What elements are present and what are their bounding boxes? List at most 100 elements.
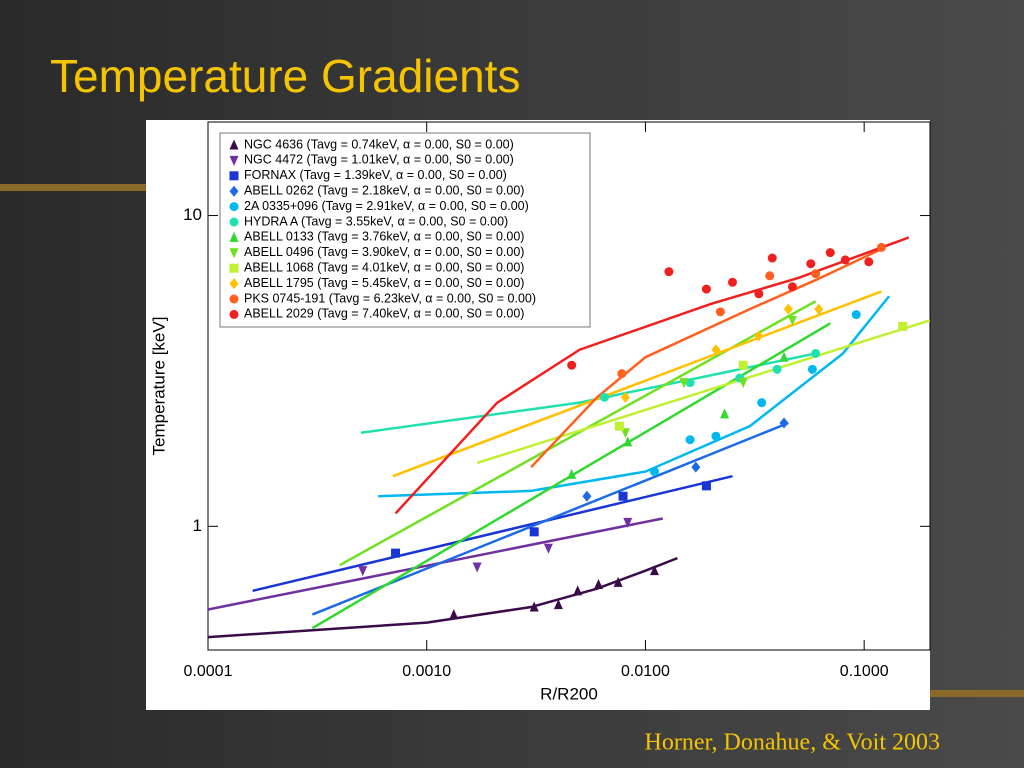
point (600, 392, 610, 402)
point (701, 284, 711, 294)
point (727, 277, 737, 287)
point (779, 417, 789, 429)
y-axis-label: Temperature [keV] (149, 317, 168, 456)
legend-label: NGC 4636 (Tavg = 0.74keV, α = 0.00, S0 =… (244, 137, 514, 151)
fit-line (476, 319, 930, 465)
x-tick-label: 0.1000 (840, 663, 889, 680)
legend-label: HYDRA A (Tavg = 3.55keV, α = 0.00, S0 = … (244, 214, 508, 228)
citation: Horner, Donahue, & Voit 2003 (645, 730, 940, 756)
point (840, 255, 850, 265)
point (767, 253, 777, 263)
legend-label: PKS 0745-191 (Tavg = 6.23keV, α = 0.00, … (244, 291, 536, 305)
legend-marker (229, 294, 239, 304)
point (449, 609, 459, 620)
y-tick-label: 1 (193, 516, 202, 535)
fit-line (530, 247, 883, 469)
legend-label: NGC 4472 (Tavg = 1.01keV, α = 0.00, S0 =… (244, 153, 514, 167)
point (567, 468, 577, 479)
point (613, 576, 623, 587)
point (358, 566, 368, 577)
point (679, 378, 689, 389)
legend-marker (229, 231, 239, 242)
point (876, 242, 886, 252)
legend-marker (229, 171, 239, 181)
point (620, 428, 630, 439)
point (814, 303, 824, 315)
point (783, 303, 793, 315)
points (358, 242, 908, 620)
y-tick-label: 10 (183, 205, 202, 224)
point (806, 259, 816, 269)
point (851, 310, 861, 320)
point (787, 282, 797, 292)
legend-label: FORNAX (Tavg = 1.39keV, α = 0.00, S0 = 0… (244, 168, 507, 182)
legend-marker (229, 202, 239, 212)
decor-bar (0, 184, 146, 191)
point (898, 321, 908, 331)
plot-frame (207, 121, 931, 651)
point (623, 517, 633, 528)
slide-title: Temperature Gradients (50, 50, 520, 102)
point (701, 481, 711, 491)
x-axis-label: R/R200 (540, 684, 598, 703)
point (553, 599, 563, 610)
point (620, 391, 630, 403)
point (593, 578, 603, 589)
x-tick-label: 0.0001 (184, 663, 233, 680)
point (811, 348, 821, 358)
point (649, 565, 659, 576)
point (811, 269, 821, 279)
legend-label: ABELL 0262 (Tavg = 2.18keV, α = 0.00, S0… (244, 183, 524, 197)
point (567, 360, 577, 370)
legend-marker (229, 309, 239, 319)
point (623, 436, 633, 447)
legend-marker (229, 263, 239, 273)
point (738, 378, 748, 389)
legend-box (219, 132, 591, 328)
point (711, 431, 721, 441)
point (691, 461, 701, 473)
fit-line (392, 290, 882, 478)
fit-line (208, 556, 678, 639)
point (618, 491, 628, 501)
fit-lines (208, 236, 930, 639)
legend-label: ABELL 1068 (Tavg = 4.01keV, α = 0.00, S0… (244, 260, 524, 274)
point (864, 257, 874, 267)
point (391, 548, 401, 558)
fit-line (360, 352, 816, 435)
legend-marker (229, 185, 239, 197)
point (664, 267, 674, 277)
x-tick-label: 0.0010 (402, 663, 451, 680)
legend-marker (229, 155, 239, 166)
point (614, 421, 624, 431)
legend-marker (229, 278, 239, 290)
point (715, 307, 725, 317)
point (649, 467, 659, 477)
point (765, 271, 775, 281)
legend-marker (229, 217, 239, 227)
point (529, 601, 539, 612)
point (807, 364, 817, 374)
point (711, 344, 721, 356)
legend-marker (229, 248, 239, 259)
point (529, 527, 539, 537)
fit-line (252, 474, 733, 593)
point (720, 408, 730, 419)
legend-label: ABELL 1795 (Tavg = 5.45keV, α = 0.00, S0… (244, 276, 524, 290)
point (685, 435, 695, 445)
point (754, 330, 764, 342)
point (738, 360, 748, 370)
legend-marker (229, 139, 239, 150)
fit-line (378, 295, 891, 498)
point (472, 562, 482, 573)
legend-label: 2A 0335+096 (Tavg = 2.91keV, α = 0.00, S… (244, 199, 529, 213)
point (772, 364, 782, 374)
legend-label: ABELL 2029 (Tavg = 7.40keV, α = 0.00, S0… (244, 307, 524, 321)
point (779, 351, 789, 362)
point (757, 398, 767, 408)
point (754, 289, 764, 299)
point (543, 543, 553, 554)
point (582, 490, 592, 502)
